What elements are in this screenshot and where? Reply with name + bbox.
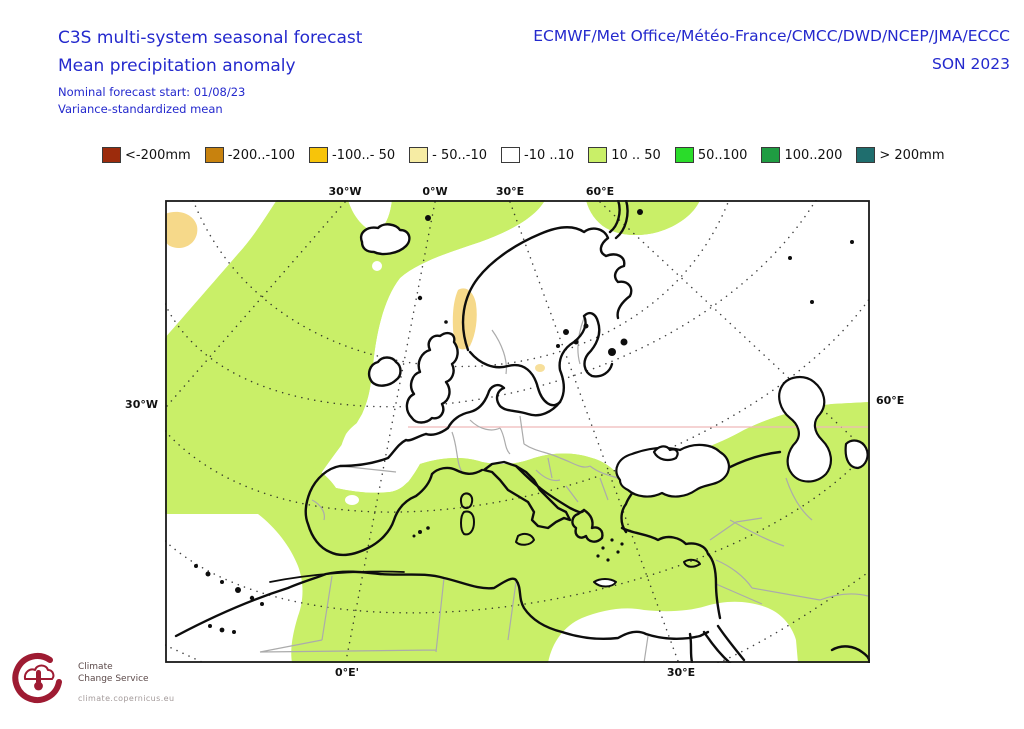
legend-swatch [102, 147, 121, 163]
logo-url: climate.copernicus.eu [78, 694, 175, 703]
variance-note: Variance-standardized mean [58, 102, 223, 116]
legend-swatch [761, 147, 781, 163]
legend-label: > 200mm [879, 147, 945, 163]
legend-swatch [856, 147, 876, 163]
meridian-label-top: 30°W [328, 185, 362, 198]
graticule-layer [165, 200, 870, 663]
season-label: SON 2023 [931, 55, 1010, 73]
legend-label: <-200mm [125, 147, 191, 163]
legend-item: <-200mm [102, 147, 191, 163]
legend-item: -10 ..10 [501, 147, 574, 163]
legend-swatch [501, 147, 521, 163]
meridian-label-bottom: 0°E' [334, 666, 360, 679]
legend-item: -200..-100 [204, 147, 296, 163]
legend-swatch [309, 147, 329, 163]
legend-swatch [674, 147, 694, 163]
legend-item: > 200mm [856, 147, 945, 163]
seas-layer [615, 376, 869, 498]
islands-layer [194, 209, 854, 634]
map-frame [165, 200, 870, 663]
legend-item: 50..100 [674, 147, 748, 163]
climate-change-service-icon [12, 653, 62, 703]
logo-text: Change Service [78, 674, 149, 684]
meridian-label-top: 30°E [495, 185, 525, 198]
meridian-label-bottom: 30°E [666, 666, 696, 679]
meridian-label-top: 60°E [585, 185, 615, 198]
legend-swatch [204, 147, 224, 163]
page-subtitle: Mean precipitation anomaly [58, 56, 296, 76]
forecast-start-note: Nominal forecast start: 01/08/23 [58, 85, 246, 99]
legend-item: 10 .. 50 [588, 147, 661, 163]
legend-label: 10 .. 50 [611, 147, 661, 163]
legend-label: 100..200 [784, 147, 843, 163]
legend-swatch [588, 147, 608, 163]
coastlines-layer [174, 200, 870, 663]
legend-item: - 50..-10 [409, 147, 487, 163]
meridian-label-top: 0°W [422, 185, 448, 198]
color-legend: <-200mm -200..-100 -100..- 50 - 50..-10 … [102, 147, 945, 163]
legend-item: -100..- 50 [309, 147, 395, 163]
logo-text: Climate [78, 662, 113, 672]
legend-label: - 50..-10 [432, 147, 488, 163]
legend-label: 50..100 [697, 147, 748, 163]
meridian-label-left: 30°W [125, 398, 158, 411]
legend-label: -100..- 50 [332, 147, 396, 163]
legend-swatch [409, 147, 429, 163]
forecast-map [165, 200, 870, 663]
contributing-centres: ECMWF/Met Office/Météo-France/CMCC/DWD/N… [533, 27, 1010, 45]
page-title: C3S multi-system seasonal forecast [58, 28, 363, 48]
country-borders-layer [259, 317, 869, 663]
meridian-label-right: 60°E [876, 394, 905, 407]
legend-label: -200..-100 [227, 147, 296, 163]
legend-label: -10 ..10 [524, 147, 575, 163]
copernicus-logo-block: Climate Change Service climate.copernicu… [12, 650, 212, 720]
anomaly-negative-layer [165, 211, 545, 372]
forecast-map-canvas [165, 200, 870, 663]
legend-item: 100..200 [761, 147, 842, 163]
